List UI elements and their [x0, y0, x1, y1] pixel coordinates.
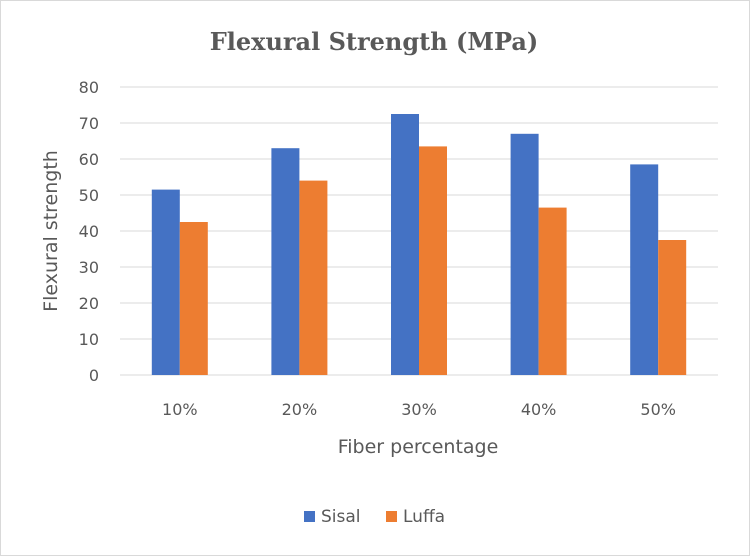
- y-tick-label: 30: [79, 258, 99, 277]
- chart-title: Flexural Strength (MPa): [210, 27, 539, 56]
- x-tick-label: 30%: [401, 400, 437, 419]
- x-tick-label: 10%: [162, 400, 198, 419]
- bar-luffa-10pct: [179, 222, 208, 375]
- legend-swatch-luffa: [386, 511, 397, 522]
- y-tick-label: 80: [79, 78, 99, 97]
- bar-sisal-30pct: [391, 114, 419, 375]
- y-axis-ticks: 0 10 20 30 40 50 60 70 80: [79, 78, 99, 385]
- bars: [151, 114, 687, 375]
- bar-luffa-50pct: [658, 240, 687, 375]
- bar-sisal-10pct: [151, 189, 180, 375]
- x-tick-label: 50%: [640, 400, 676, 419]
- bar-luffa-40pct: [538, 207, 567, 375]
- x-axis-ticks: 10% 20% 30% 40% 50%: [162, 400, 676, 419]
- y-tick-label: 10: [79, 330, 99, 349]
- x-tick-label: 40%: [521, 400, 557, 419]
- y-axis-title: Flexural strength: [40, 150, 62, 312]
- y-tick-label: 60: [79, 150, 99, 169]
- y-tick-label: 0: [89, 366, 99, 385]
- bar-sisal-40pct: [510, 133, 539, 375]
- legend-swatch-sisal: [304, 511, 315, 522]
- y-tick-label: 70: [79, 114, 99, 133]
- x-tick-label: 20%: [282, 400, 318, 419]
- bar-sisal-20pct: [271, 148, 300, 375]
- legend-label-luffa: Luffa: [403, 507, 445, 527]
- y-tick-label: 50: [79, 186, 99, 205]
- legend-label-sisal: Sisal: [321, 507, 361, 527]
- bar-sisal-50pct: [630, 164, 659, 375]
- bar-luffa-30pct: [419, 146, 447, 375]
- y-tick-label: 40: [79, 222, 99, 241]
- x-axis-title: Fiber percentage: [338, 436, 499, 458]
- y-tick-label: 20: [79, 294, 99, 313]
- legend: Sisal Luffa: [304, 507, 445, 527]
- bar-luffa-20pct: [299, 180, 328, 375]
